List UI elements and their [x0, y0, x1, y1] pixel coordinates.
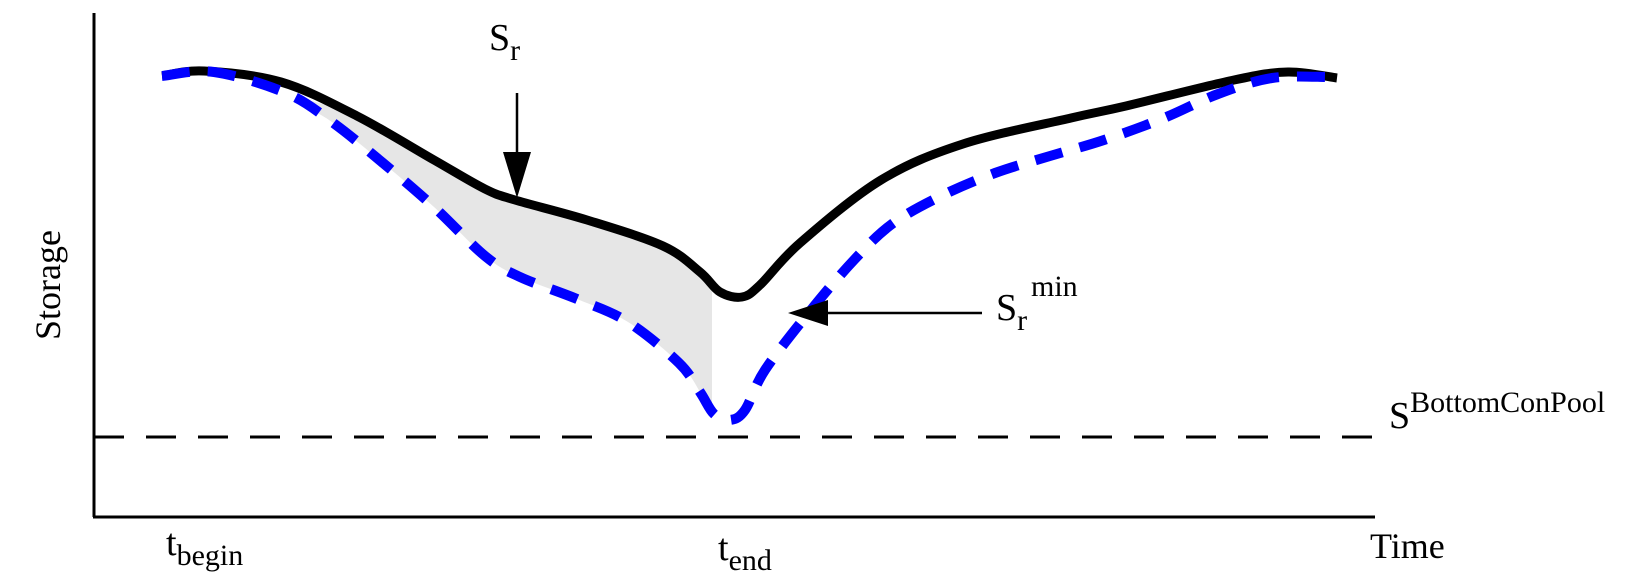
shaded-area — [300, 98, 712, 418]
s-r-arrow — [503, 93, 531, 198]
s-r-min-label: Srmin — [996, 270, 1078, 337]
s-r-label: Sr — [489, 17, 520, 67]
s-r-min-arrow — [788, 300, 982, 326]
x-axis-label: Time — [1370, 526, 1445, 566]
y-axis-label: Storage — [28, 230, 68, 340]
storage-curve — [161, 66, 1338, 302]
lower-storage-curve — [161, 66, 1330, 426]
t-begin-label: tbegin — [166, 522, 243, 572]
t-end-label: tend — [718, 527, 772, 577]
s-bottom-con-pool-label: SBottomConPool — [1389, 386, 1605, 437]
